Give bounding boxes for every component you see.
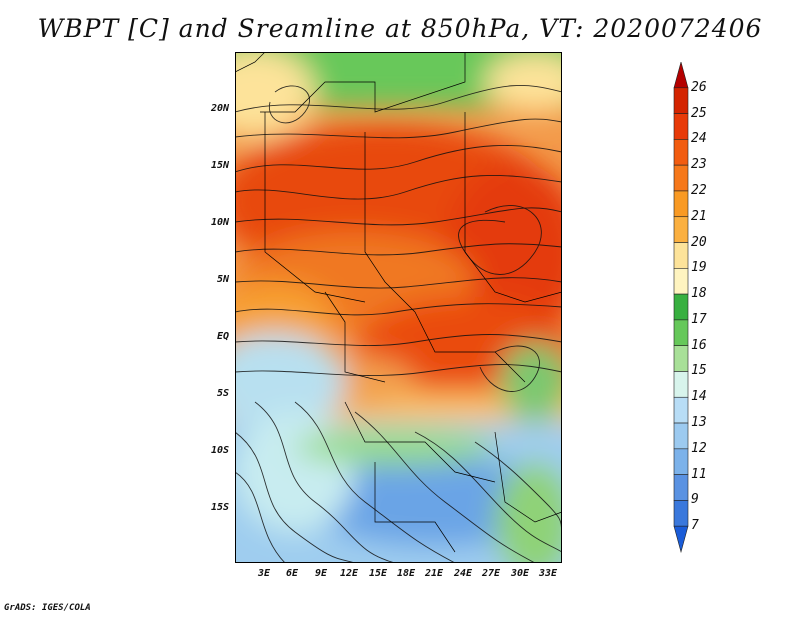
lon-tick: 12E: [339, 568, 359, 579]
colorbar-bin: [673, 242, 689, 269]
colorbar-label: 22: [691, 182, 707, 198]
colorbar-label: 11: [691, 466, 707, 482]
colorbar-bin: [673, 474, 689, 501]
colorbar: [673, 62, 689, 554]
colorbar-label: 9: [691, 492, 699, 508]
colorbar-bin: [673, 164, 689, 192]
wbpt-map: 20N 15N 10N 5N EQ 5S 10S 15S 3E 6E 9E 12…: [211, 52, 562, 579]
colorbar-label: 14: [691, 389, 707, 405]
lon-tick: 3E: [257, 568, 271, 579]
colorbar-label: 19: [691, 260, 707, 276]
colorbar-bin: [673, 371, 689, 398]
colorbar-label: 26: [691, 79, 707, 95]
lon-tick: 21E: [424, 568, 444, 579]
colorbar-label: 25: [691, 105, 707, 121]
colorbar-bin: [673, 113, 689, 140]
colorbar-label: 20: [691, 234, 707, 250]
lon-tick: 9E: [314, 568, 328, 579]
lon-tick: 27E: [481, 568, 501, 579]
lon-tick: 30E: [510, 568, 530, 579]
lat-tick: 15S: [210, 502, 229, 513]
lat-tick: 20N: [210, 103, 229, 114]
colorbar-label: 16: [691, 337, 707, 353]
lat-tick: 10S: [210, 445, 229, 456]
colorbar-label: 21: [691, 208, 707, 224]
lon-tick: 24E: [453, 568, 473, 579]
colorbar-bin: [673, 422, 689, 450]
colorbar-bin: [673, 139, 689, 166]
wbpt-field: [235, 52, 562, 563]
colorbar-bin: [673, 293, 689, 321]
lat-tick: 5N: [216, 274, 229, 285]
lon-tick: 6E: [285, 568, 299, 579]
colorbar-label: 18: [691, 286, 707, 302]
colorbar-bin: [673, 62, 689, 89]
lat-tick: 15N: [210, 160, 229, 171]
colorbar-label: 23: [691, 157, 707, 173]
colorbar-bin: [673, 319, 689, 346]
colorbar-bin: [673, 216, 689, 243]
colorbar-label: 12: [691, 440, 707, 456]
colorbar-bin: [673, 525, 689, 554]
chart-title: WBPT [C] and Sreamline at 850hPa, VT: 20…: [37, 14, 763, 43]
colorbar-label: 13: [691, 415, 707, 431]
colorbar-bin: [673, 448, 689, 475]
colorbar-bin: [673, 345, 689, 372]
colorbar-bin: [673, 268, 689, 295]
lat-tick: EQ: [216, 331, 229, 342]
colorbar-label: 7: [691, 518, 699, 534]
colorbar-label: 15: [691, 363, 707, 379]
credit-text: GrADS: IGES/COLA: [4, 603, 91, 613]
colorbar-bin: [673, 87, 689, 114]
lon-tick: 18E: [396, 568, 416, 579]
colorbar-bin: [673, 190, 689, 218]
colorbar-bin: [673, 396, 689, 424]
lat-tick: 5S: [216, 388, 229, 399]
lon-tick: 33E: [538, 568, 558, 579]
colorbar-label: 24: [691, 131, 707, 147]
colorbar-label: 17: [691, 311, 707, 327]
colorbar-bin: [673, 500, 689, 527]
lon-tick: 15E: [368, 568, 388, 579]
lat-tick: 10N: [210, 217, 229, 228]
